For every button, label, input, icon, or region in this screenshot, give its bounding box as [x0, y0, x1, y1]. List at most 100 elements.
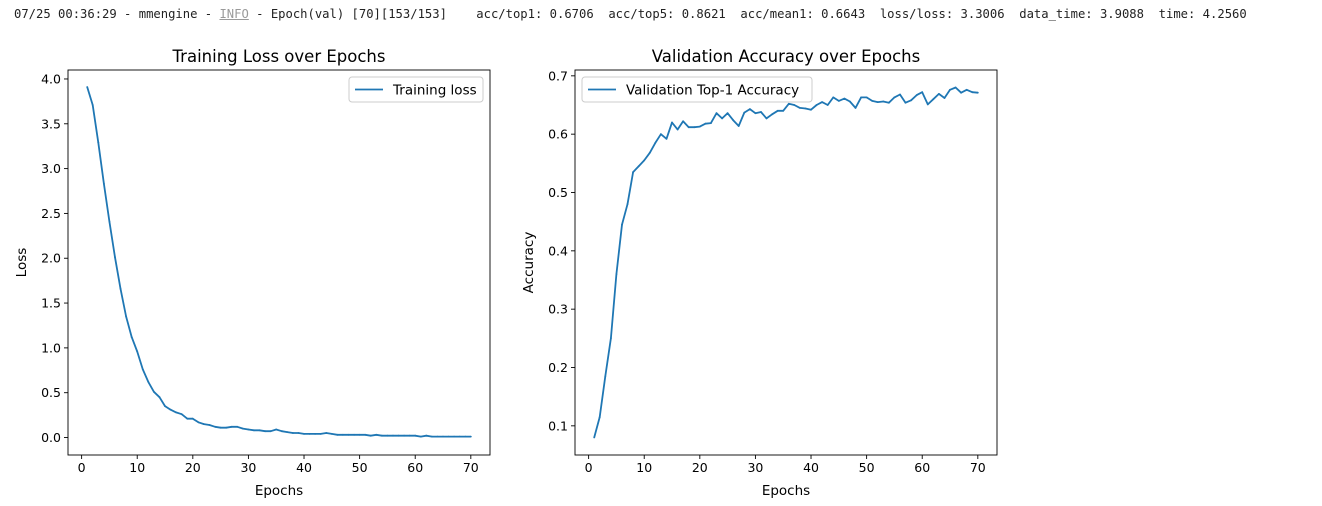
x-tick-label: 40 — [803, 460, 819, 475]
chart-title: Validation Accuracy over Epochs — [652, 47, 920, 66]
data-point — [926, 103, 929, 106]
data-point — [431, 435, 433, 438]
data-point — [965, 88, 968, 91]
data-point — [693, 126, 696, 129]
x-tick-label: 30 — [747, 460, 763, 475]
data-point — [386, 434, 389, 437]
data-point — [436, 435, 439, 438]
data-point — [247, 428, 250, 431]
legend-box — [581, 76, 813, 103]
data-point — [715, 112, 718, 115]
data-point — [180, 413, 183, 416]
log-level-link[interactable]: INFO — [219, 7, 249, 21]
x-tick-label: 10 — [129, 460, 145, 475]
data-point — [754, 112, 757, 115]
data-point — [292, 432, 294, 434]
data-point — [408, 434, 411, 437]
data-point — [765, 117, 768, 120]
x-tick-label: 0 — [585, 460, 593, 475]
data-point — [347, 433, 350, 436]
data-point — [214, 425, 217, 428]
data-point — [793, 104, 796, 106]
data-point — [469, 435, 472, 438]
x-tick-label: 70 — [463, 460, 479, 475]
y-axis-label: Loss — [14, 248, 30, 278]
x-tick-label: 50 — [352, 460, 368, 475]
data-point — [782, 109, 785, 112]
data-point — [314, 433, 316, 435]
data-point — [225, 426, 228, 429]
data-point — [882, 100, 885, 103]
data-point — [648, 151, 651, 154]
chart-accuracy: Validation Accuracy over Epochs 0 10 20 30 40… — [521, 47, 998, 499]
data-point — [203, 423, 205, 425]
data-point — [799, 107, 801, 109]
data-point — [242, 427, 244, 430]
data-point — [610, 337, 612, 340]
data-point — [671, 121, 673, 124]
data-point — [915, 94, 918, 96]
data-point — [191, 417, 194, 420]
data-point — [760, 111, 762, 113]
y-tick-label: 0.4 — [548, 243, 568, 258]
data-point — [910, 99, 912, 102]
data-point — [815, 104, 818, 106]
data-point — [826, 104, 829, 106]
data-point — [125, 315, 127, 318]
data-point — [403, 434, 405, 437]
data-point — [771, 113, 773, 116]
data-point — [186, 417, 189, 420]
x-tick-label: 20 — [185, 460, 201, 475]
data-point — [197, 421, 200, 424]
data-point — [308, 433, 311, 435]
data-point — [721, 117, 723, 120]
x-tick-label: 60 — [407, 460, 423, 475]
data-point — [208, 424, 211, 426]
data-point — [776, 109, 779, 112]
data-point — [749, 108, 751, 110]
data-point — [654, 142, 657, 144]
data-point — [253, 429, 255, 432]
data-point — [621, 223, 623, 226]
x-tick-label: 40 — [296, 460, 312, 475]
data-point — [275, 428, 278, 431]
data-point — [442, 435, 444, 438]
data-point — [876, 101, 879, 103]
data-point — [453, 435, 455, 438]
data-point — [303, 433, 305, 435]
data-point — [871, 100, 874, 102]
data-point — [888, 101, 890, 104]
data-point — [787, 102, 790, 105]
data-point — [737, 125, 740, 127]
data-point — [971, 91, 974, 94]
data-point — [153, 390, 155, 393]
y-tick-label: 2.5 — [41, 206, 61, 221]
data-point — [136, 350, 139, 353]
y-tick-label: 1.0 — [41, 340, 61, 355]
y-axis-label: Accuracy — [521, 232, 537, 294]
chart-title: Training Loss over Epochs — [172, 47, 386, 66]
data-point — [103, 182, 105, 185]
chart-loss: Training Loss over Epochs 0 10 20 30 40 50 60 70… — [14, 47, 491, 499]
data-point — [665, 137, 668, 140]
data-point — [447, 435, 450, 438]
data-point — [904, 101, 907, 104]
data-point — [860, 96, 862, 99]
data-point — [598, 416, 601, 418]
plot-frame — [574, 69, 998, 456]
data-point — [336, 433, 339, 436]
data-point — [353, 433, 355, 436]
x-tick-label: 70 — [970, 460, 986, 475]
data-point — [849, 100, 851, 103]
data-point — [676, 128, 679, 131]
data-point — [698, 125, 701, 128]
data-point — [854, 107, 857, 109]
data-point — [938, 93, 940, 95]
log-prefix: 07/25 00:36:29 - mmengine - — [14, 7, 220, 21]
data-point — [419, 435, 422, 438]
data-point — [682, 120, 684, 123]
data-point — [821, 101, 823, 103]
data-point — [687, 126, 690, 129]
data-point — [158, 396, 161, 399]
